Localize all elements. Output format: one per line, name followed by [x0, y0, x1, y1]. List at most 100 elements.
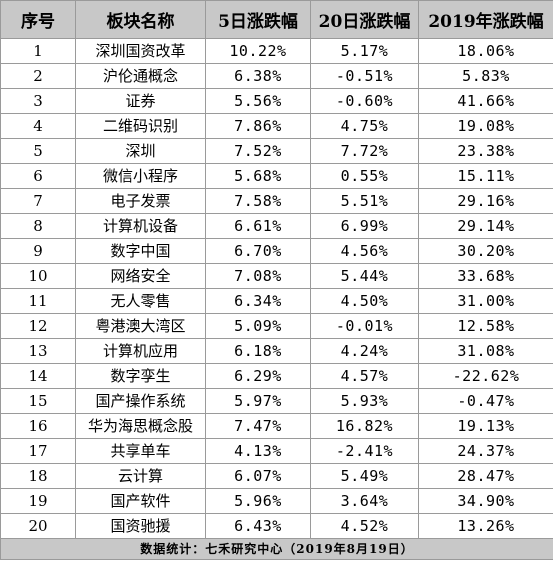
- table-row: 14 数字孪生 6.29% 4.57% -22.62%: [0, 363, 553, 389]
- change-2019: 18.06%: [418, 38, 553, 64]
- change-2019: 23.38%: [418, 138, 553, 164]
- change-2019: -22.62%: [418, 363, 553, 389]
- change-20day: 5.51%: [310, 188, 419, 214]
- sector-name: 云计算: [75, 463, 206, 489]
- change-2019: 15.11%: [418, 163, 553, 189]
- change-5day: 7.47%: [205, 413, 311, 439]
- row-index: 18: [0, 463, 76, 489]
- row-index: 3: [0, 88, 76, 114]
- row-index: 4: [0, 113, 76, 139]
- table-row: 17 共享单车 4.13% -2.41% 24.37%: [0, 438, 553, 464]
- change-5day: 5.68%: [205, 163, 311, 189]
- row-index: 8: [0, 213, 76, 239]
- row-index: 16: [0, 413, 76, 439]
- table-row: 13 计算机应用 6.18% 4.24% 31.08%: [0, 338, 553, 364]
- change-2019: 29.16%: [418, 188, 553, 214]
- change-20day: 5.49%: [310, 463, 419, 489]
- change-20day: 7.72%: [310, 138, 419, 164]
- sector-name: 粤港澳大湾区: [75, 313, 206, 339]
- change-20day: 0.55%: [310, 163, 419, 189]
- header-20day-change: 20日涨跌幅: [310, 0, 419, 39]
- change-5day: 6.29%: [205, 363, 311, 389]
- row-index: 19: [0, 488, 76, 514]
- table-row: 15 国产操作系统 5.97% 5.93% -0.47%: [0, 388, 553, 414]
- sector-name: 计算机设备: [75, 213, 206, 239]
- row-index: 7: [0, 188, 76, 214]
- change-2019: 41.66%: [418, 88, 553, 114]
- row-index: 12: [0, 313, 76, 339]
- table-row: 8 计算机设备 6.61% 6.99% 29.14%: [0, 213, 553, 239]
- change-2019: 33.68%: [418, 263, 553, 289]
- sector-name: 网络安全: [75, 263, 206, 289]
- change-2019: 30.20%: [418, 238, 553, 264]
- table-row: 20 国资驰援 6.43% 4.52% 13.26%: [0, 513, 553, 539]
- sector-name: 微信小程序: [75, 163, 206, 189]
- row-index: 13: [0, 338, 76, 364]
- row-index: 20: [0, 513, 76, 539]
- change-20day: 4.52%: [310, 513, 419, 539]
- change-2019: 29.14%: [418, 213, 553, 239]
- table-row: 16 华为海思概念股 7.47% 16.82% 19.13%: [0, 413, 553, 439]
- change-20day: 4.75%: [310, 113, 419, 139]
- table-row: 5 深圳 7.52% 7.72% 23.38%: [0, 138, 553, 164]
- change-5day: 6.70%: [205, 238, 311, 264]
- change-2019: 28.47%: [418, 463, 553, 489]
- change-2019: 19.13%: [418, 413, 553, 439]
- change-2019: 31.00%: [418, 288, 553, 314]
- sector-name: 国产软件: [75, 488, 206, 514]
- change-5day: 7.86%: [205, 113, 311, 139]
- footer-row: 数据统计：七禾研究中心（2019年8月19日）: [0, 538, 553, 560]
- row-index: 2: [0, 63, 76, 89]
- change-5day: 5.96%: [205, 488, 311, 514]
- change-20day: 5.44%: [310, 263, 419, 289]
- header-2019-change: 2019年涨跌幅: [418, 0, 553, 39]
- sector-name: 国资驰援: [75, 513, 206, 539]
- change-2019: 19.08%: [418, 113, 553, 139]
- table-row: 18 云计算 6.07% 5.49% 28.47%: [0, 463, 553, 489]
- change-5day: 4.13%: [205, 438, 311, 464]
- row-index: 14: [0, 363, 76, 389]
- change-20day: -0.51%: [310, 63, 419, 89]
- sector-name: 沪伦通概念: [75, 63, 206, 89]
- change-5day: 6.18%: [205, 338, 311, 364]
- sector-name: 深圳: [75, 138, 206, 164]
- change-5day: 7.58%: [205, 188, 311, 214]
- table-row: 3 证券 5.56% -0.60% 41.66%: [0, 88, 553, 114]
- change-5day: 10.22%: [205, 38, 311, 64]
- sector-name: 数字中国: [75, 238, 206, 264]
- sector-name: 无人零售: [75, 288, 206, 314]
- change-5day: 6.61%: [205, 213, 311, 239]
- table-row: 12 粤港澳大湾区 5.09% -0.01% 12.58%: [0, 313, 553, 339]
- sector-name: 计算机应用: [75, 338, 206, 364]
- change-20day: 5.93%: [310, 388, 419, 414]
- header-5day-change: 5日涨跌幅: [205, 0, 311, 39]
- header-index: 序号: [0, 0, 76, 39]
- table-row: 1 深圳国资改革 10.22% 5.17% 18.06%: [0, 38, 553, 64]
- change-20day: 16.82%: [310, 413, 419, 439]
- change-2019: 12.58%: [418, 313, 553, 339]
- table-row: 10 网络安全 7.08% 5.44% 33.68%: [0, 263, 553, 289]
- change-20day: -2.41%: [310, 438, 419, 464]
- row-index: 10: [0, 263, 76, 289]
- change-5day: 6.07%: [205, 463, 311, 489]
- data-source-note: 数据统计：七禾研究中心（2019年8月19日）: [0, 538, 553, 560]
- row-index: 15: [0, 388, 76, 414]
- header-row: 序号 板块名称 5日涨跌幅 20日涨跌幅 2019年涨跌幅: [0, 0, 553, 39]
- change-2019: 5.83%: [418, 63, 553, 89]
- table-row: 6 微信小程序 5.68% 0.55% 15.11%: [0, 163, 553, 189]
- row-index: 9: [0, 238, 76, 264]
- change-5day: 7.08%: [205, 263, 311, 289]
- change-5day: 6.38%: [205, 63, 311, 89]
- sector-name: 二维码识别: [75, 113, 206, 139]
- change-2019: 34.90%: [418, 488, 553, 514]
- table-row: 2 沪伦通概念 6.38% -0.51% 5.83%: [0, 63, 553, 89]
- change-5day: 5.97%: [205, 388, 311, 414]
- change-20day: 6.99%: [310, 213, 419, 239]
- change-20day: -0.01%: [310, 313, 419, 339]
- change-20day: 3.64%: [310, 488, 419, 514]
- sector-name: 电子发票: [75, 188, 206, 214]
- change-20day: 5.17%: [310, 38, 419, 64]
- change-5day: 7.52%: [205, 138, 311, 164]
